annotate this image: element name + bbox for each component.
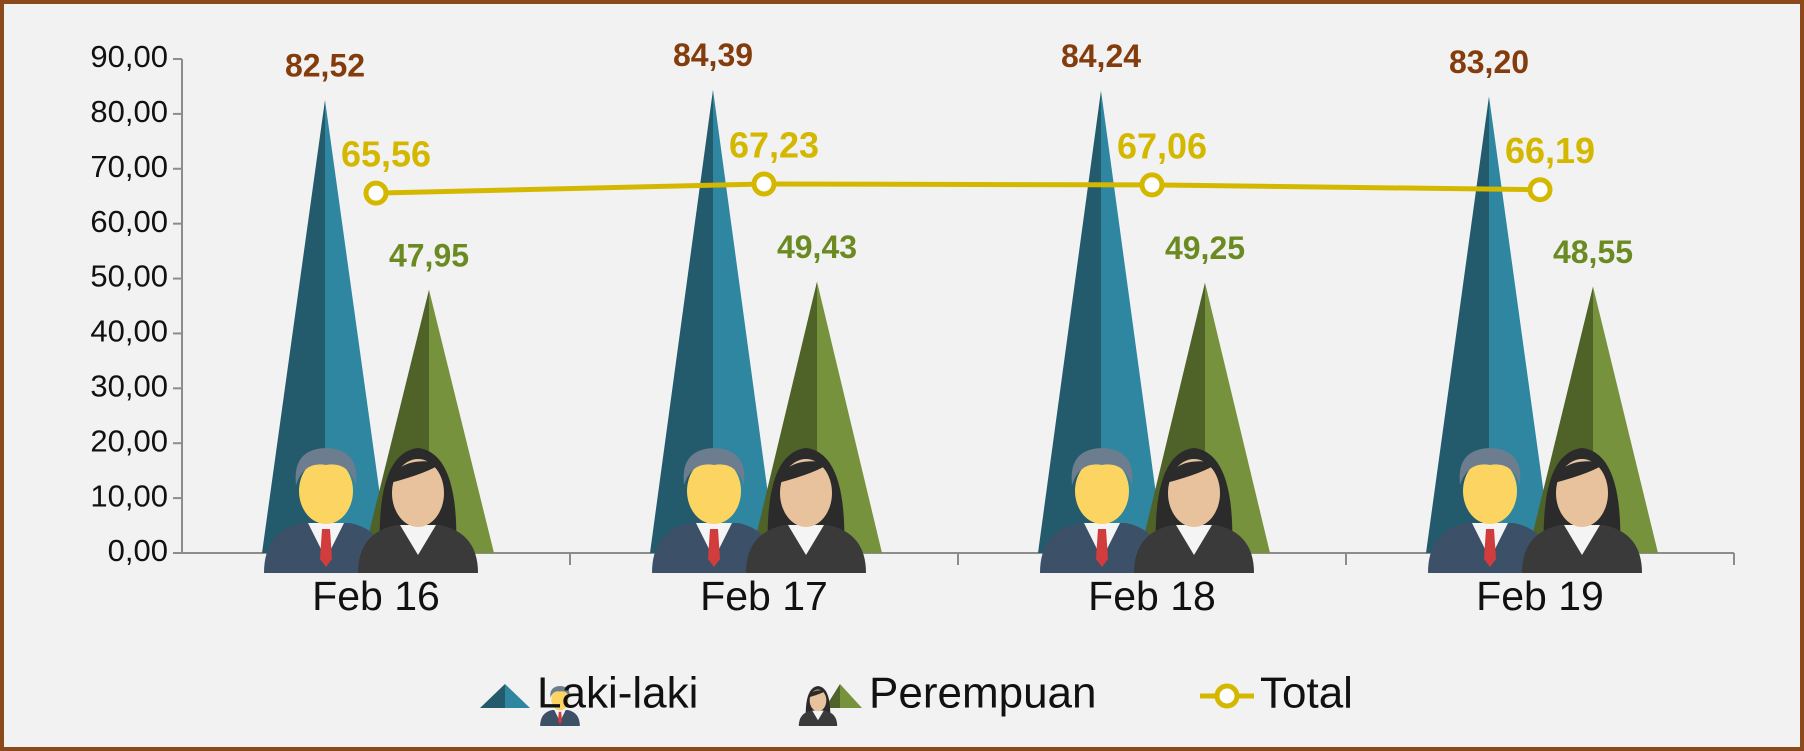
pyramid-left <box>262 100 325 554</box>
legend-swatch <box>505 684 530 708</box>
value-label: 84,39 <box>673 37 753 73</box>
y-tick-label: 60,00 <box>90 204 168 239</box>
y-tick-label: 20,00 <box>90 423 168 458</box>
value-label: 83,20 <box>1449 44 1529 80</box>
line <box>375 181 1541 196</box>
x-tick-label: Feb 17 <box>700 573 828 619</box>
icon-bangs <box>809 690 826 698</box>
icon-bangs <box>778 461 830 483</box>
value-label: 67,23 <box>729 124 819 165</box>
male-icon <box>1040 448 1164 573</box>
female-icon <box>1134 448 1254 573</box>
pyramid-left <box>650 89 713 553</box>
icon-shirt <box>812 710 824 721</box>
icon-hair <box>550 686 570 698</box>
icon-bangs <box>1554 461 1606 483</box>
icon-hair <box>1459 448 1521 485</box>
legend-item: Perempuan <box>798 669 1096 726</box>
line-marker <box>363 180 389 206</box>
male-icon <box>652 448 776 573</box>
male-icon <box>264 448 388 573</box>
legend-label: Perempuan <box>869 669 1096 718</box>
line-marker <box>1139 172 1165 198</box>
legend-swatch <box>1214 683 1240 709</box>
value-label: 47,95 <box>389 237 469 273</box>
female-icon <box>798 686 838 726</box>
icon-shirt <box>400 525 436 555</box>
female-icon <box>746 448 866 573</box>
legend-swatch <box>840 684 862 708</box>
value-label: 82,52 <box>285 48 365 84</box>
line-marker <box>1527 177 1553 203</box>
legend-label: Laki-laki <box>537 669 698 718</box>
icon-tie <box>1096 529 1108 567</box>
icon-hair <box>295 448 357 485</box>
pyramid-left <box>1038 90 1101 553</box>
legend-item: Total <box>1200 669 1353 718</box>
y-tick-label: 0,00 <box>108 533 168 568</box>
icon-bangs <box>390 461 442 483</box>
icon-shirt <box>1176 525 1212 555</box>
x-tick-label: Feb 16 <box>312 573 440 619</box>
icon-shirt <box>788 525 824 555</box>
value-label: 49,25 <box>1165 230 1245 266</box>
y-tick-label: 50,00 <box>90 259 168 294</box>
female-icon <box>1522 448 1642 573</box>
icon-tie <box>558 711 562 725</box>
icon-face <box>551 689 569 711</box>
line-marker <box>751 171 777 197</box>
male-icon <box>540 686 580 726</box>
female-icon <box>358 448 478 573</box>
y-tick-label: 90,00 <box>90 39 168 74</box>
y-tick-label: 30,00 <box>90 369 168 404</box>
pyramid-right <box>713 89 776 553</box>
pyramid-right <box>1489 96 1552 553</box>
value-label: 49,43 <box>777 229 857 265</box>
y-tick-label: 70,00 <box>90 149 168 184</box>
pyramid-left <box>1426 96 1489 553</box>
icon-face <box>687 458 741 524</box>
y-tick-label: 10,00 <box>90 478 168 513</box>
y-tick-label: 80,00 <box>90 94 168 129</box>
icon-face <box>299 458 353 524</box>
icon-face <box>1075 458 1129 524</box>
legend-swatch <box>480 684 505 708</box>
icon-tie <box>708 529 720 567</box>
x-tick-label: Feb 18 <box>1088 573 1216 619</box>
icon-tie <box>320 529 332 567</box>
pyramid-right <box>1101 90 1164 553</box>
icon-shirt <box>1564 525 1600 555</box>
x-tick-label: Feb 19 <box>1476 573 1604 619</box>
icon-bangs <box>1166 461 1218 483</box>
icon-hair <box>683 448 745 485</box>
value-label: 65,56 <box>341 134 431 175</box>
icon-face <box>1463 458 1517 524</box>
male-icon <box>1428 448 1552 573</box>
value-label: 66,19 <box>1505 130 1595 171</box>
icon-tie <box>1484 529 1496 567</box>
pyramid-right <box>325 100 388 554</box>
y-tick-label: 40,00 <box>90 314 168 349</box>
legend-label: Total <box>1260 669 1353 718</box>
icon-hair <box>1071 448 1133 485</box>
legend-item: Laki-laki <box>480 669 698 726</box>
value-label: 48,55 <box>1553 234 1633 270</box>
value-label: 67,06 <box>1117 125 1207 166</box>
value-label: 84,24 <box>1061 38 1141 74</box>
